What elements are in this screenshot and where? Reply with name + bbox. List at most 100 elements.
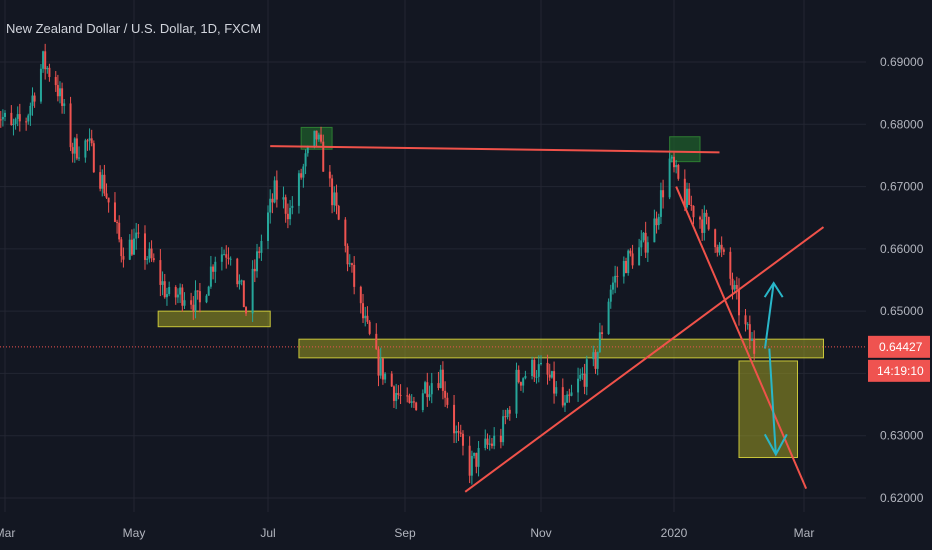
candle-body xyxy=(271,198,274,203)
candle-body xyxy=(646,242,649,253)
candle-body xyxy=(563,402,566,406)
candle-body xyxy=(223,254,226,256)
candle-body xyxy=(397,392,400,395)
candle-body xyxy=(190,300,193,305)
candle-body xyxy=(42,51,45,69)
candle-body xyxy=(181,287,184,306)
candle-body xyxy=(86,140,89,142)
candle-body xyxy=(506,409,509,418)
current-price-label: 0.64427 xyxy=(879,340,923,354)
candle-body xyxy=(692,205,695,218)
target-box[interactable] xyxy=(738,360,798,459)
time-axis[interactable]: Mar May Jul Sep Nov 2020 Mar xyxy=(0,512,932,550)
candle-body xyxy=(289,207,292,220)
candle-body xyxy=(553,371,556,394)
candle-body xyxy=(88,138,91,141)
candle-body xyxy=(426,382,429,398)
candle-body xyxy=(421,393,424,411)
candle-body xyxy=(455,431,458,434)
candle-body xyxy=(753,338,756,354)
candle-body xyxy=(653,218,656,243)
candle-body xyxy=(703,212,706,233)
candle-body xyxy=(113,202,116,222)
candle-body xyxy=(107,197,110,203)
candle-body xyxy=(366,315,369,322)
candle-body xyxy=(105,193,108,198)
candle-body xyxy=(196,290,199,292)
candle-body xyxy=(12,123,15,126)
candle-body xyxy=(328,171,331,179)
candle-body xyxy=(192,304,195,311)
candle-body xyxy=(381,358,384,380)
candle-body xyxy=(209,266,212,287)
candle-body xyxy=(198,291,201,303)
x-tick-label: Nov xyxy=(530,526,551,540)
candle-body xyxy=(611,282,614,290)
candle-body xyxy=(555,387,558,394)
candle-body xyxy=(27,115,30,122)
grid xyxy=(0,0,866,512)
candle-body xyxy=(73,138,76,154)
candle-body xyxy=(364,315,367,319)
candle-body xyxy=(362,303,365,319)
arrow-up[interactable] xyxy=(763,281,784,349)
candle-body xyxy=(286,213,289,220)
candle-body xyxy=(673,156,675,168)
candle-body xyxy=(16,114,19,119)
candle-body xyxy=(33,95,36,102)
candle-body xyxy=(707,216,710,230)
candle-body xyxy=(705,212,708,217)
candle-body xyxy=(133,238,135,255)
candle-body xyxy=(410,401,413,403)
countdown-label: 14:19:10 xyxy=(877,364,924,378)
price-axis[interactable]: 0.690000.680000.670000.660000.650000.640… xyxy=(866,0,932,512)
candle-body xyxy=(657,216,660,226)
candle-body xyxy=(735,285,738,289)
candle-body xyxy=(459,432,462,434)
candle-body xyxy=(640,240,643,248)
candle-body xyxy=(375,333,378,350)
candle-body xyxy=(10,112,13,126)
candle-body xyxy=(240,280,243,282)
candle-body xyxy=(320,134,323,142)
candle-body xyxy=(477,448,480,467)
candle-body xyxy=(269,198,272,213)
candle-body xyxy=(430,383,433,395)
candle-body xyxy=(150,248,153,259)
candle-body xyxy=(446,397,449,405)
candle-body xyxy=(644,232,647,253)
arrow-down[interactable] xyxy=(763,348,788,457)
candle-body xyxy=(212,266,215,272)
candle-body xyxy=(408,395,411,403)
candle-body xyxy=(92,143,95,173)
candle-body xyxy=(304,153,307,167)
candle-body xyxy=(297,173,300,206)
candle-body xyxy=(577,378,580,393)
candle-body xyxy=(720,244,723,250)
support-zone[interactable] xyxy=(298,338,824,359)
candle-body xyxy=(183,300,186,306)
x-tick-label: Mar xyxy=(794,526,815,540)
candle-body xyxy=(273,180,276,203)
candle-body xyxy=(165,294,168,298)
y-tick-label: 0.68000 xyxy=(880,117,924,131)
candle-body xyxy=(214,261,217,272)
candlestick-series[interactable] xyxy=(0,43,756,485)
candle-body xyxy=(701,219,704,233)
resistance-line[interactable] xyxy=(270,145,720,154)
candle-body xyxy=(54,77,57,86)
candle-body xyxy=(686,188,688,208)
candle-body xyxy=(486,438,489,445)
rising-trendline[interactable] xyxy=(464,226,825,493)
drawing-arrows[interactable] xyxy=(763,281,788,457)
candle-body xyxy=(392,386,395,401)
candle-body xyxy=(568,394,571,396)
candle-body xyxy=(245,307,248,314)
candle-body xyxy=(350,263,353,265)
y-tick-label: 0.66000 xyxy=(880,242,924,256)
candle-body xyxy=(519,382,522,386)
support-zone[interactable] xyxy=(157,310,271,328)
price-axis-background xyxy=(866,0,932,512)
